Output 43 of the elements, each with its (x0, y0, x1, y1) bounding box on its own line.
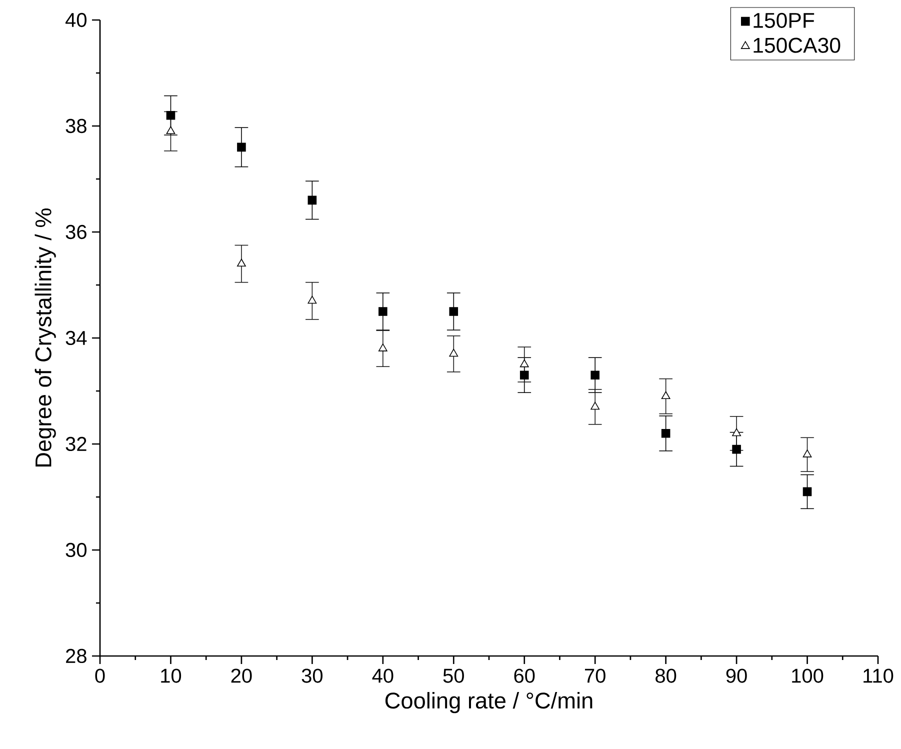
x-tick-label: 30 (302, 668, 323, 683)
point (378, 344, 388, 352)
x-tick-label: 90 (726, 668, 747, 683)
x-tick-label: 50 (443, 668, 464, 683)
x-tick-label: 10 (161, 668, 182, 683)
x-tick-label: 20 (231, 668, 252, 683)
point (590, 370, 600, 380)
x-tick-label: 100 (792, 668, 824, 683)
point (661, 391, 670, 400)
point (802, 487, 812, 496)
point (308, 296, 317, 304)
point (166, 110, 176, 120)
point (449, 307, 458, 316)
x-tick-label: 80 (656, 668, 676, 683)
x-tick-label: 40 (372, 668, 394, 683)
y-tick-label: 32 (66, 436, 86, 452)
y-tick-label: 36 (66, 224, 86, 240)
y-axis-title: Degree of Crystallinity / % (34, 208, 56, 467)
y-tick-label: 30 (66, 542, 86, 558)
y-tick-label: 34 (66, 330, 87, 346)
point (520, 359, 529, 368)
legend-label: 150PF (754, 12, 814, 28)
x-tick-label: 0 (95, 668, 105, 683)
point (237, 258, 246, 267)
y-tick-label: 28 (66, 648, 86, 664)
point (520, 370, 529, 380)
point (732, 444, 741, 454)
x-axis-title: Cooling rate / °C/min (385, 692, 592, 714)
point (732, 428, 741, 436)
point (590, 402, 600, 410)
point (166, 126, 176, 134)
point (802, 450, 812, 458)
point (449, 348, 458, 357)
x-tick-label: 70 (584, 668, 606, 683)
point (378, 307, 388, 316)
x-tick-label: 110 (864, 668, 894, 683)
y-tick-label: 40 (66, 12, 86, 28)
point (237, 142, 246, 152)
point (308, 196, 317, 205)
x-tick-label: 60 (514, 668, 535, 683)
legend-label: 150CA30 (754, 38, 840, 53)
point (661, 428, 670, 438)
y-tick-label: 38 (66, 118, 86, 134)
